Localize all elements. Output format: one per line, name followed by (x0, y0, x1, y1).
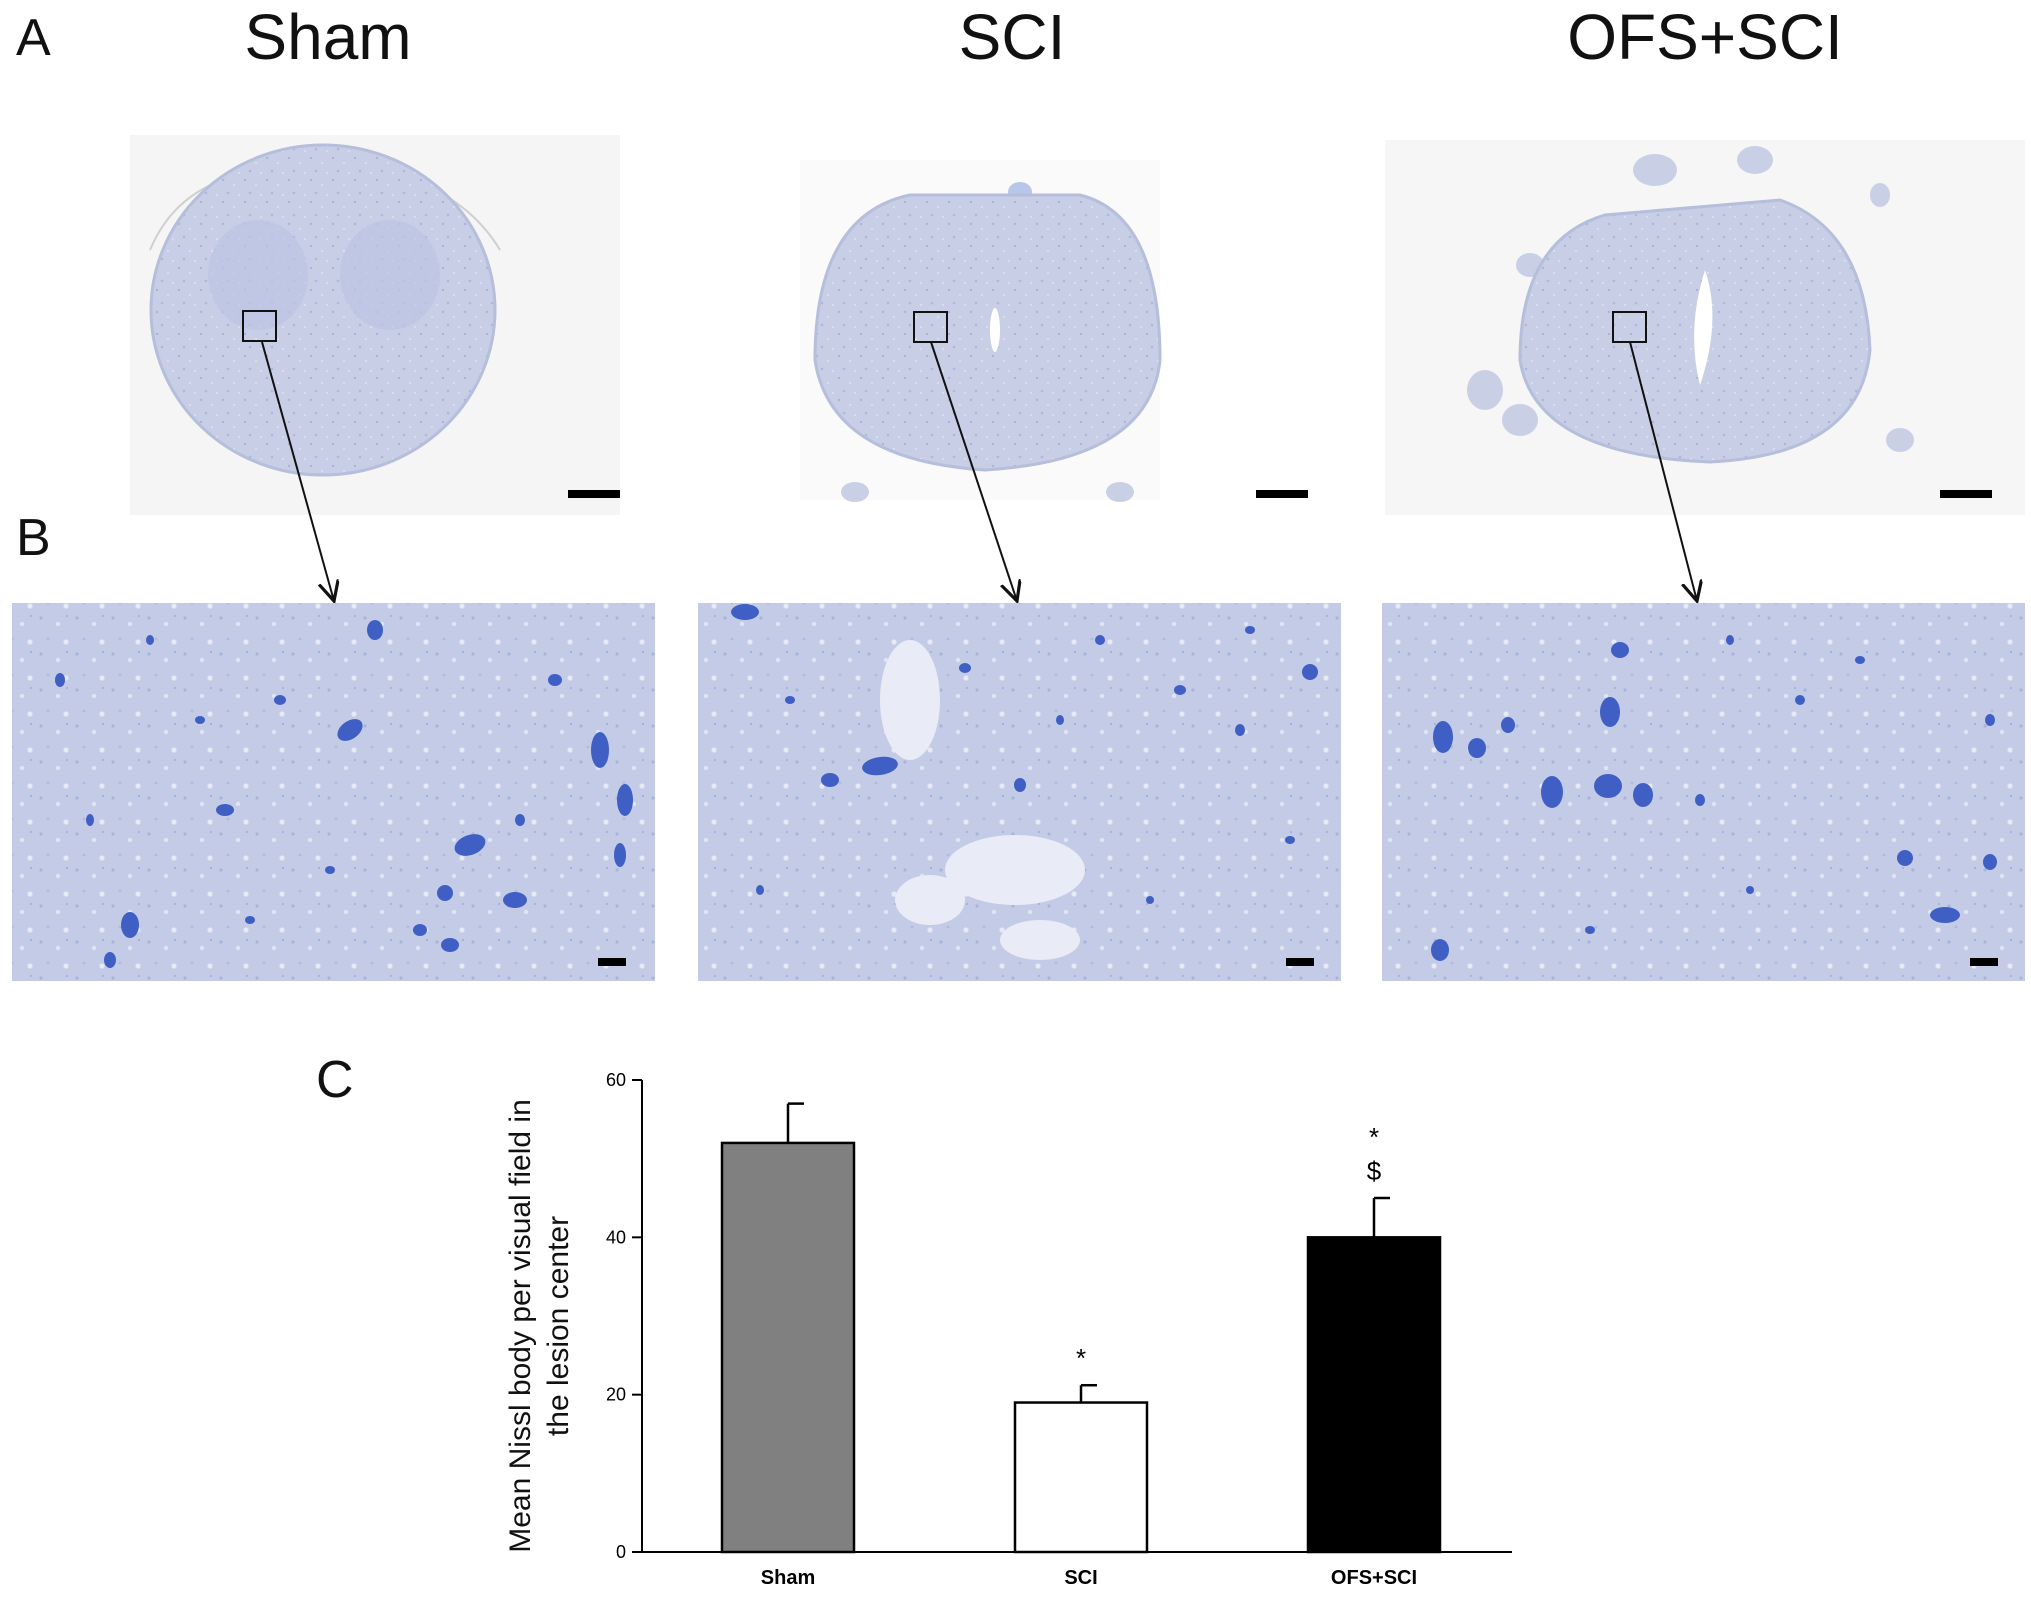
group-title-sci: SCI (958, 1, 1066, 73)
significance-mark-ofs-sci-0: * (1369, 1122, 1379, 1152)
group-title-ofs-sci: OFS+SCI (1567, 1, 1843, 73)
y-tick-label-40: 40 (606, 1227, 626, 1247)
sci-magnified-field (698, 603, 1341, 981)
ofs-zoom-arrow (1629, 341, 1697, 601)
ofs-sci-cross-section (1385, 140, 2025, 515)
sham-magnified-field (12, 603, 655, 981)
panel-label-c: C (316, 1051, 354, 1109)
sham-cross-section (130, 135, 620, 515)
ofs-scale-bar (1940, 490, 1992, 498)
sci-inset-box (913, 311, 948, 343)
sci-zoom-arrow (930, 341, 1017, 601)
bar-sham (720, 1141, 856, 1554)
sham-zoom-arrow (261, 341, 334, 601)
significance-mark-sci-0: * (1076, 1343, 1086, 1373)
y-tick-label-60: 60 (606, 1070, 626, 1090)
x-tick-label-sci: SCI (1064, 1567, 1097, 1589)
y-axis-label-line1: Mean Nissl body per visual field in (504, 1099, 537, 1553)
x-tick-label-ofs-sci: OFS+SCI (1331, 1567, 1417, 1589)
sci-cross-section (800, 160, 1308, 502)
x-tick-label-sham: Sham (761, 1567, 815, 1589)
micrograph-panels (12, 135, 2025, 981)
y-tick-label-0: 0 (616, 1542, 626, 1562)
significance-mark-ofs-sci-1: $ (1367, 1156, 1382, 1186)
sham-scale-bar (568, 490, 620, 498)
sci-scale-bar (1256, 490, 1308, 498)
y-axis-label-line2: the lesion center (542, 1216, 575, 1436)
ofs-inset-box (1612, 311, 1647, 343)
bar-ofs-sci (1306, 1236, 1442, 1554)
ofs-sci-magnified-field (1382, 603, 2025, 981)
panel-label-a: A (16, 9, 51, 67)
y-tick-label-20: 20 (606, 1385, 626, 1405)
sham-inset-box (242, 310, 277, 342)
group-title-sham: Sham (244, 1, 412, 73)
bar-sci (1013, 1401, 1149, 1554)
panel-label-b: B (16, 509, 51, 567)
nissl-bar-chart: 0 20 40 60 Mean Nissl body per visual field … (504, 1070, 1512, 1589)
